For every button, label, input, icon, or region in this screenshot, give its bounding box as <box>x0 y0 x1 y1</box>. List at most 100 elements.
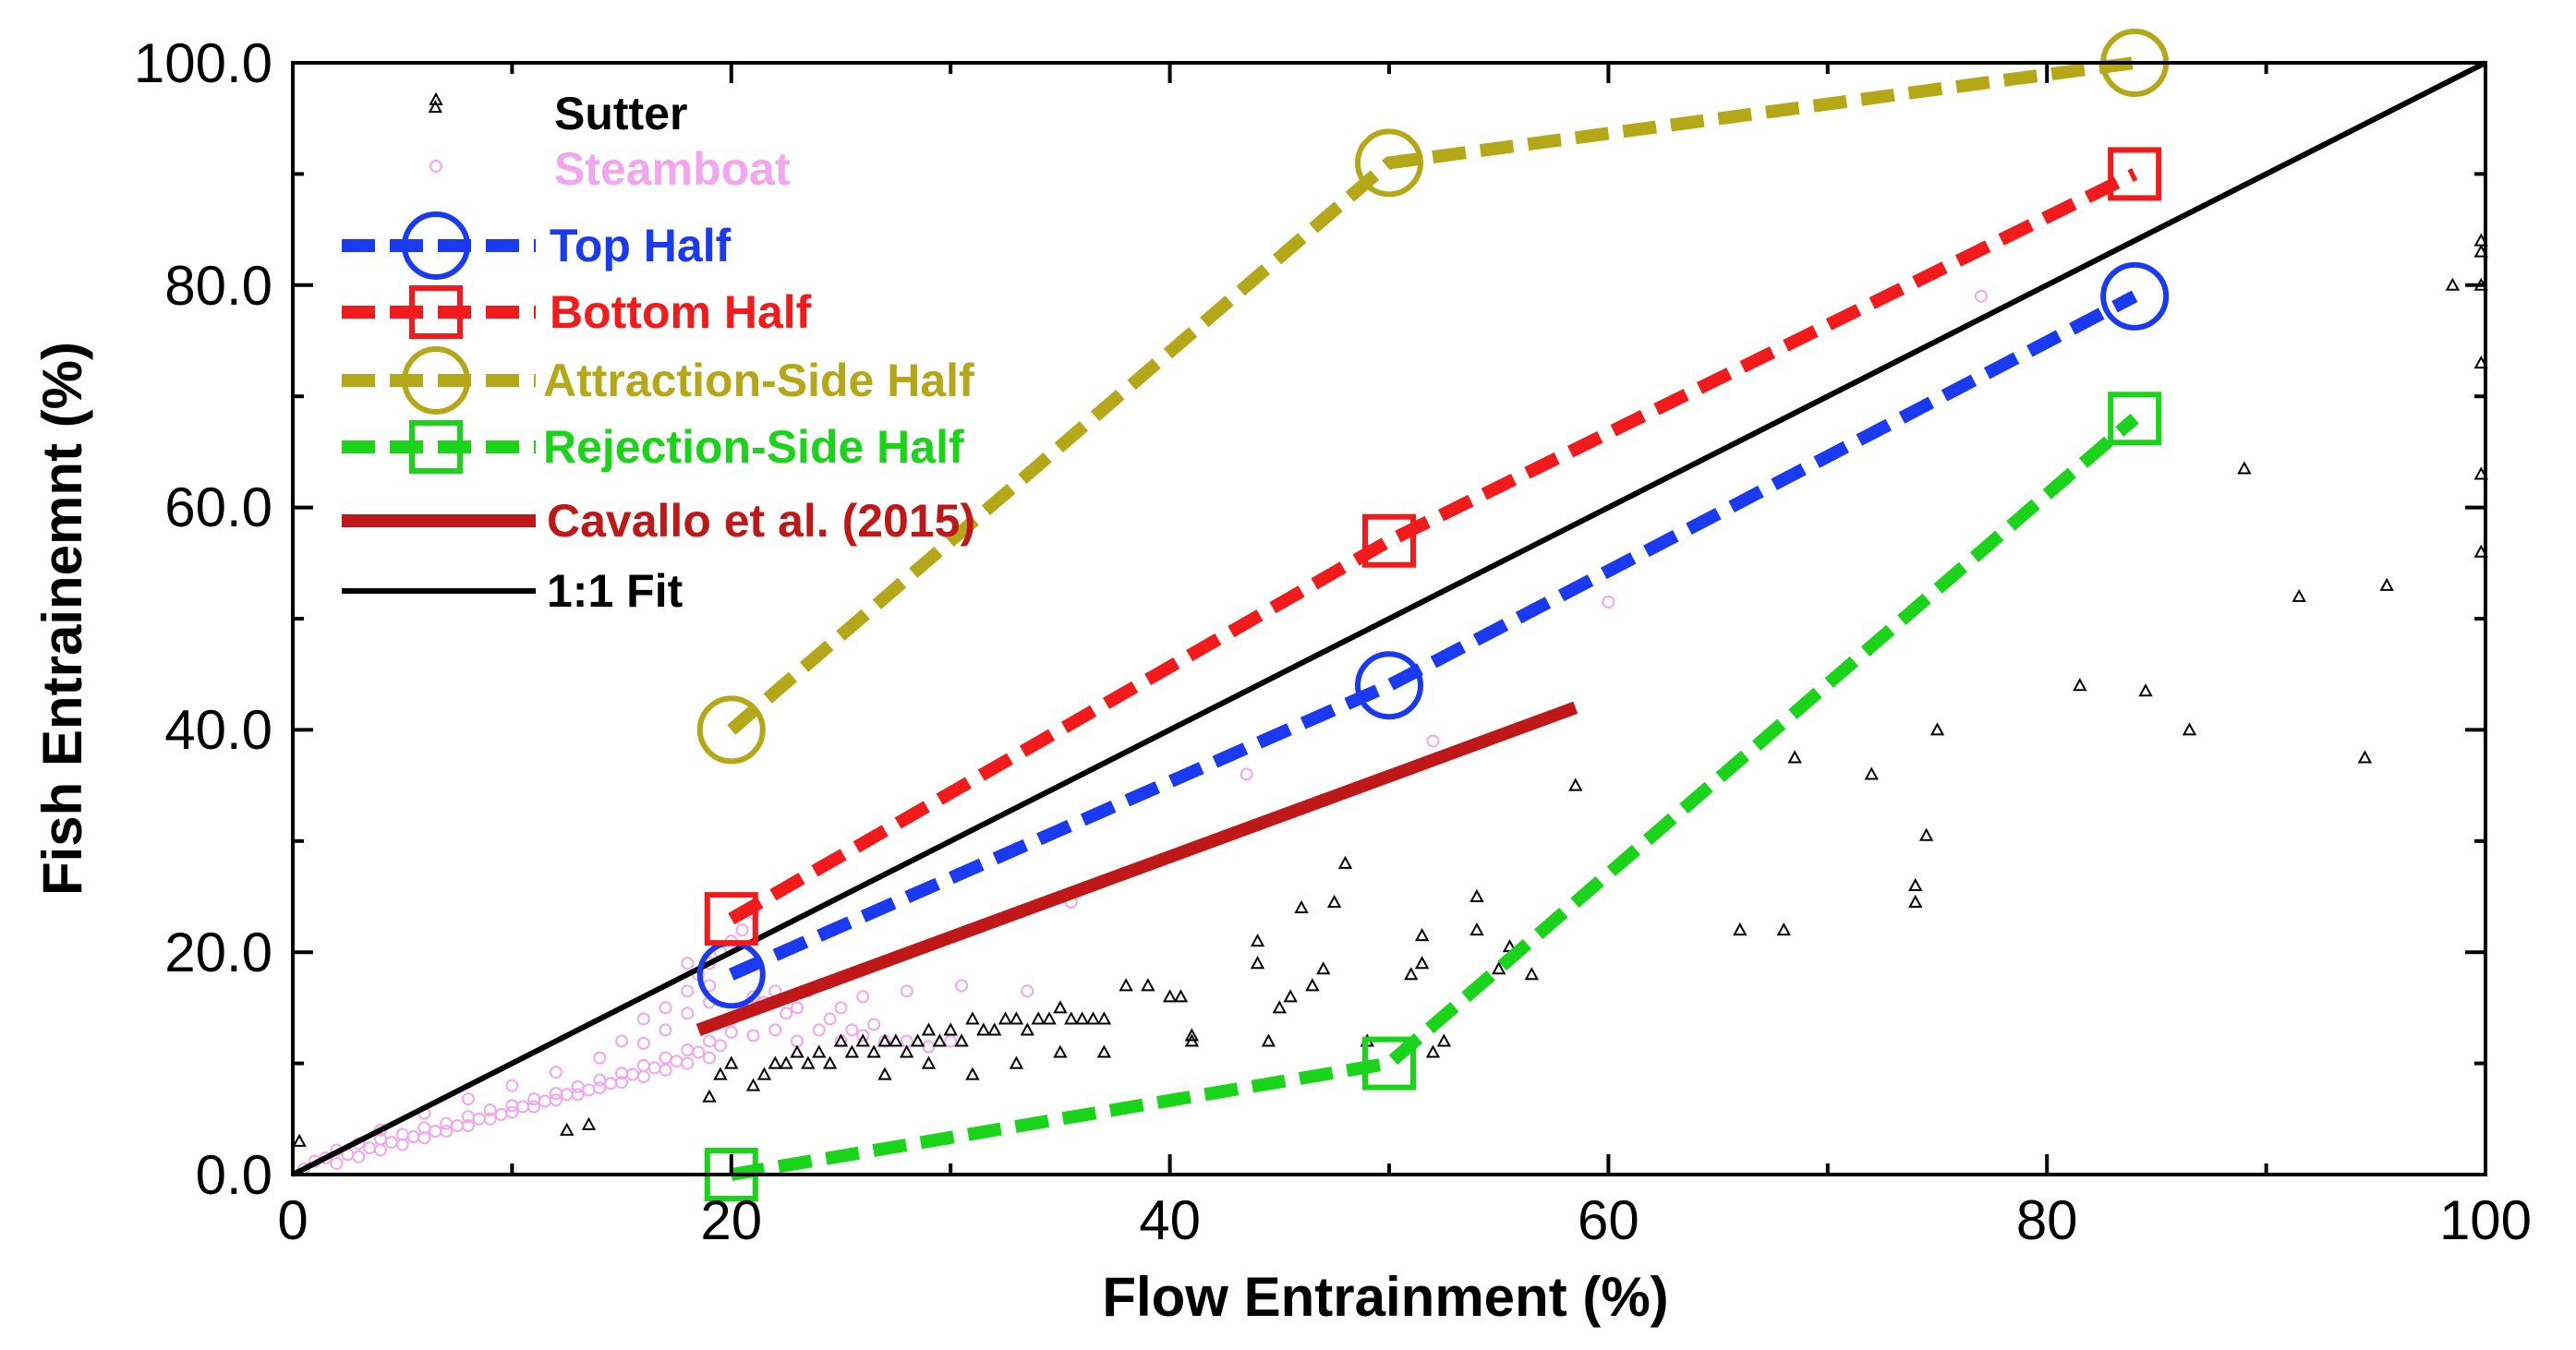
steamboat-point <box>1602 595 1615 609</box>
sutter-point <box>1096 1044 1112 1058</box>
steamboat-point <box>593 1051 607 1065</box>
sutter-point <box>866 1044 881 1058</box>
sutter-point <box>1294 899 1309 914</box>
y-tick-label: 60.0 <box>164 476 272 538</box>
sutter-point <box>2138 683 2153 697</box>
steamboat-point <box>549 1066 562 1079</box>
sutter-point <box>965 1067 980 1080</box>
legend-label-bottom-half: Bottom Half <box>550 286 812 338</box>
sutter-point <box>1776 922 1792 936</box>
steamboat-point <box>780 1006 793 1020</box>
sutter-point <box>1929 722 1945 736</box>
steamboat-point <box>1426 734 1440 748</box>
sutter-point <box>1042 1011 1057 1025</box>
steamboat-point <box>659 1063 672 1077</box>
sutter-point <box>292 1133 307 1147</box>
steamboat-point <box>615 1076 629 1090</box>
steamboat-point <box>395 1138 409 1151</box>
legend-label-cavallo: Cavallo et al. (2015) <box>547 495 975 547</box>
sutter-point <box>1053 1000 1068 1014</box>
legend-entry-sutter: Sutter <box>429 88 687 139</box>
steamboat-point <box>735 923 749 937</box>
sutter-point <box>756 1067 772 1080</box>
sutter-point <box>943 1022 958 1036</box>
steamboat-point <box>845 1023 859 1037</box>
series-marker-attraction <box>696 695 766 765</box>
legend-marker-attraction <box>402 346 470 415</box>
steamboat-point <box>483 1112 497 1126</box>
steamboat-point <box>692 1045 706 1059</box>
series-marker-rejection <box>1362 1036 1416 1091</box>
series-marker-attraction <box>1355 128 1423 198</box>
sutter-point <box>998 1011 1013 1025</box>
steamboat-point <box>746 1029 760 1043</box>
sutter-point <box>1250 934 1265 947</box>
legend-label-rejection: Rejection-Side Half <box>543 421 964 473</box>
steamboat-point <box>1021 984 1034 998</box>
sutter-point <box>976 1022 991 1036</box>
steamboat-point <box>505 1105 519 1119</box>
legend-label-sutter: Sutter <box>554 88 687 139</box>
steamboat-point <box>373 1143 387 1157</box>
steamboat-point <box>812 1023 826 1037</box>
legend-label-attraction: Attraction-Side Half <box>543 355 974 406</box>
sutter-point <box>921 1055 937 1069</box>
y-tick-labels: 0.0 20.0 40.0 60.0 80.0 100.0 <box>134 32 272 1206</box>
sutter-point <box>1404 967 1419 981</box>
x-tick-label: 20 <box>700 1189 762 1251</box>
steamboat-point <box>681 957 695 970</box>
steamboat-point <box>823 1012 837 1026</box>
steamboat-point <box>549 1093 562 1107</box>
sutter-point <box>1283 989 1298 1003</box>
sutter-point <box>986 1022 1002 1036</box>
steamboat-point <box>1240 767 1253 781</box>
sutter-point <box>1425 1044 1441 1058</box>
sutter-point <box>2292 588 2306 602</box>
sutter-point <box>745 1078 761 1091</box>
sutter-point <box>2182 722 2197 736</box>
steamboat-point <box>636 1012 650 1026</box>
x-axis-title: Flow Entrainment (%) <box>1102 1266 1668 1328</box>
sutter-point <box>1173 989 1189 1003</box>
sutter-point <box>1074 1011 1090 1025</box>
sutter-point <box>702 1089 717 1103</box>
sutter-point <box>1469 922 1484 936</box>
sutter-point <box>844 1044 860 1058</box>
sutter-point <box>779 1055 793 1069</box>
sutter-point <box>560 1122 574 1136</box>
sutter-point <box>1119 978 1133 992</box>
steamboat-point <box>352 1150 366 1163</box>
steamboat-point <box>703 1034 717 1048</box>
steamboat-point <box>713 1039 727 1053</box>
sutter-point <box>1864 766 1879 780</box>
sutter-point <box>877 1033 892 1047</box>
series-marker-bottom-half <box>704 892 758 946</box>
sutter-point <box>1305 978 1320 992</box>
cavallo-line <box>695 701 1578 1037</box>
sutter-point <box>1337 855 1353 869</box>
fit-line <box>291 60 2487 1177</box>
legend-label-fit: 1:1 Fit <box>547 565 683 617</box>
sutter-point <box>2445 277 2461 291</box>
steamboat-point <box>571 1088 585 1102</box>
steamboat-point <box>615 1034 629 1048</box>
sutter-point <box>1469 888 1484 902</box>
legend-entry-cavallo: Cavallo et al. (2015) <box>342 495 975 547</box>
steamboat-point <box>593 1081 607 1095</box>
steamboat-point <box>440 1125 454 1139</box>
steamboat-point <box>527 1100 541 1114</box>
sutter-point <box>801 1055 816 1069</box>
sutter-point <box>1162 989 1178 1003</box>
steamboat-point <box>900 984 913 998</box>
series-markers <box>696 29 2170 1201</box>
legend-marker-rejection <box>409 420 463 474</box>
legend-label-steamboat: Steamboat <box>554 143 791 195</box>
sutter-point <box>2379 577 2394 591</box>
steamboat-point <box>483 1103 497 1117</box>
legend-symbol-sutter <box>429 91 443 105</box>
steamboat-point <box>944 1034 958 1048</box>
steamboat-point <box>955 979 969 993</box>
steamboat-point <box>834 1001 848 1015</box>
x-tick-label: 0 <box>277 1189 308 1251</box>
sutter-point <box>855 1033 870 1047</box>
